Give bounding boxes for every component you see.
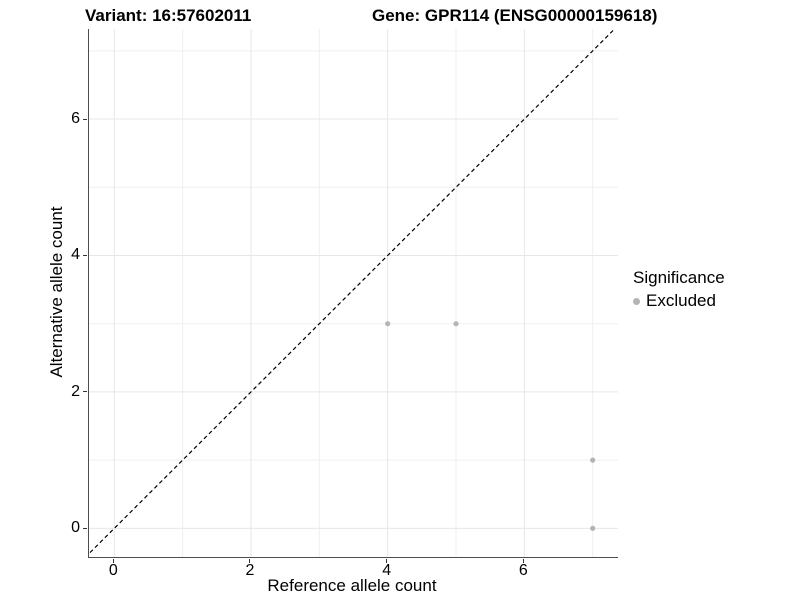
y-tick-label: 6 <box>71 110 80 128</box>
y-tick-label: 4 <box>71 246 80 264</box>
y-tick-mark <box>83 118 87 120</box>
data-point <box>590 457 596 463</box>
x-tick-label: 6 <box>518 562 528 579</box>
y-axis-title-wrap: Alternative allele count <box>46 188 68 398</box>
x-tick-mark <box>249 558 251 563</box>
y-tick-mark <box>83 254 87 256</box>
plot-title-variant: Variant: 16:57602011 <box>85 6 252 25</box>
x-tick-label: 2 <box>245 562 255 579</box>
x-tick-label: 0 <box>108 562 118 579</box>
data-point <box>453 321 459 327</box>
plot-title-gene: Gene: GPR114 (ENSG00000159618) <box>372 6 658 25</box>
y-tick-label: 0 <box>71 519 80 537</box>
identity-dashed-line <box>89 29 616 555</box>
legend-title: Significance <box>633 268 725 287</box>
y-tick-mark <box>83 527 87 529</box>
x-tick-label: 4 <box>382 562 392 579</box>
x-axis-title: Reference allele count <box>267 576 437 595</box>
legend-entry-label: Excluded <box>646 291 716 310</box>
data-point <box>385 321 391 327</box>
legend-point-icon <box>633 297 640 305</box>
x-tick-mark <box>522 558 524 563</box>
y-tick-label: 2 <box>71 382 80 400</box>
x-tick-mark <box>386 558 388 563</box>
y-tick-mark <box>83 391 87 393</box>
scatter-plot-canvas <box>89 29 618 557</box>
legend: Significance Excluded <box>633 268 725 311</box>
legend-entries: Excluded <box>633 291 725 311</box>
y-axis-title: Alternative allele count <box>47 206 66 378</box>
plot-panel <box>88 29 618 558</box>
data-point <box>590 525 596 531</box>
x-tick-mark <box>112 558 114 563</box>
legend-entry: Excluded <box>633 291 725 311</box>
